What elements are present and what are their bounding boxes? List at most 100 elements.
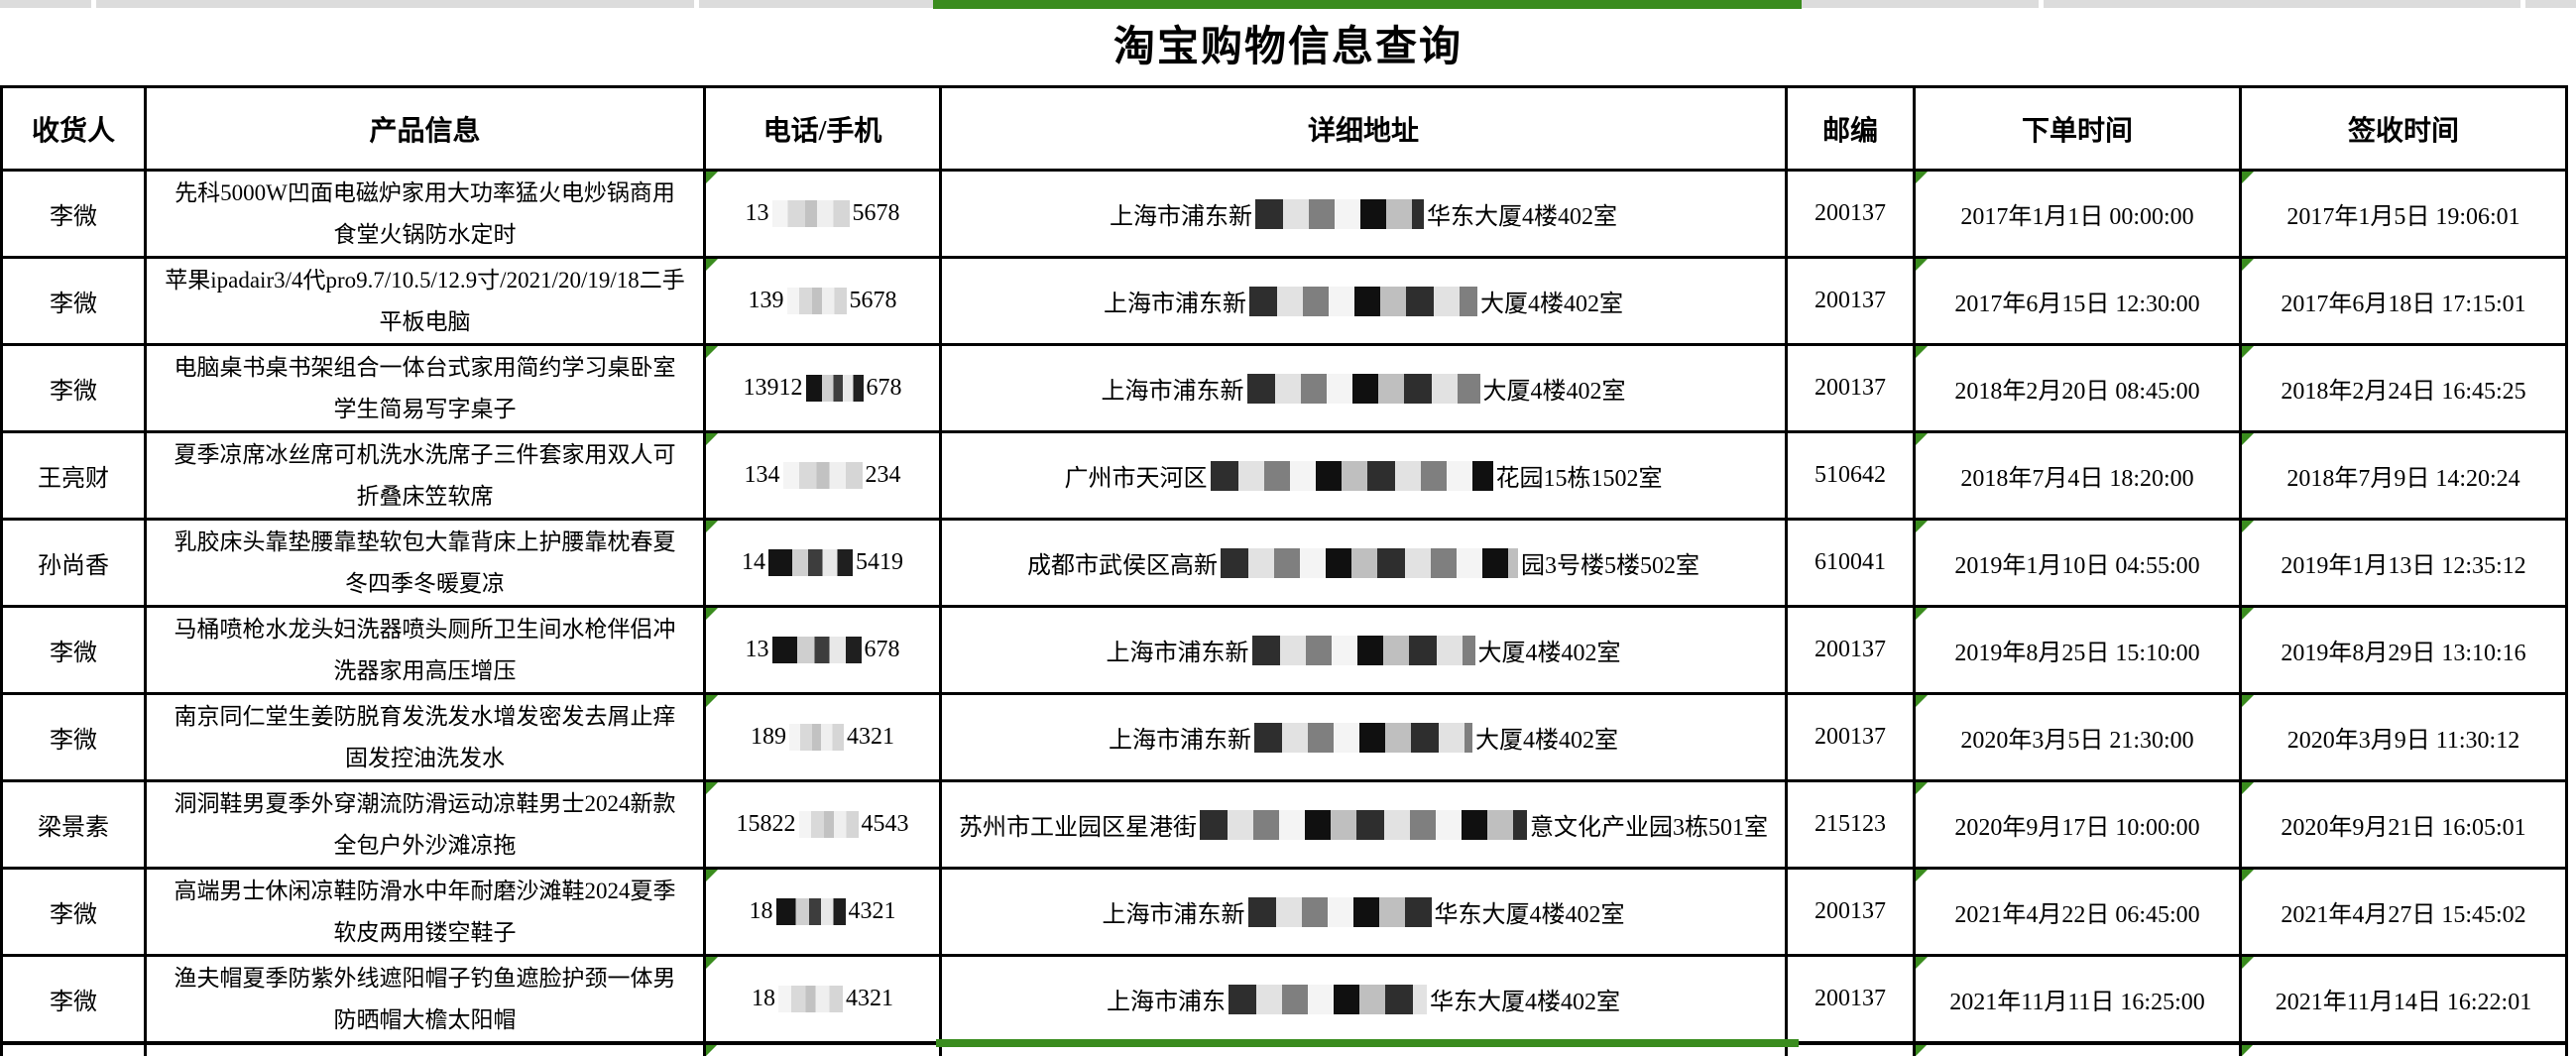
cell-sign-time[interactable]: 2019年8月29日 13:10:16 [2242,608,2568,692]
cell-phone[interactable]: 139 5678 [706,259,942,343]
cell-order-time[interactable]: 2021年4月22日 06:45:00 [1916,870,2242,954]
cell-partial[interactable] [1788,1044,1916,1056]
cell-zip[interactable]: 200137 [1788,870,1916,954]
green-triangle-icon [1916,1044,1928,1056]
cell-partial[interactable] [147,1044,706,1056]
cell-product[interactable]: 乳胶床头靠垫腰靠垫软包大靠背床上护腰靠枕春夏冬四季冬暖夏凉 [147,521,706,605]
cell-phone[interactable]: 189 4321 [706,695,942,779]
order-time-text: 2020年3月5日 21:30:00 [1960,728,2194,754]
cell-zip[interactable]: 215123 [1788,782,1916,867]
cell-product[interactable]: 渔夫帽夏季防紫外线遮阳帽子钓鱼遮脸护颈一体男防晒帽大檐太阳帽 [147,957,706,1041]
cell-partial[interactable] [2242,1044,2568,1056]
cell-product[interactable]: 洞洞鞋男夏季外穿潮流防滑运动凉鞋男士2024新款全包户外沙滩凉拖 [147,782,706,867]
cell-order-time[interactable]: 2021年11月11日 16:25:00 [1916,957,2242,1041]
cell-address[interactable]: 广州市天河区 花园15栋1502室 [942,433,1788,518]
cell-phone[interactable]: 18 4321 [706,957,942,1041]
phone-redaction-mosaic [786,288,847,314]
green-triangle-icon [1916,870,1928,881]
cell-product[interactable]: 高端男士休闲凉鞋防滑水中年耐磨沙滩鞋2024夏季软皮两用镂空鞋子 [147,870,706,954]
cell-zip[interactable]: 200137 [1788,695,1916,779]
recipient-text: 李微 [50,728,97,754]
cell-sign-time[interactable]: 2019年1月13日 12:35:12 [2242,521,2568,605]
cell-order-time[interactable]: 2020年9月17日 10:00:00 [1916,782,2242,867]
cell-phone[interactable]: 18 4321 [706,870,942,954]
address-redaction-mosaic [1247,896,1432,927]
cell-zip[interactable]: 200137 [1788,608,1916,692]
cell-sign-time[interactable]: 2021年4月27日 15:45:02 [2242,870,2568,954]
cell-phone[interactable]: 13 5678 [706,172,942,256]
cell-phone[interactable]: 15822 4543 [706,782,942,867]
cell-recipient[interactable]: 梁景素 [0,782,147,867]
cell-phone[interactable]: 14 5419 [706,521,942,605]
page-title[interactable]: 淘宝购物信息查询 [1112,25,1463,70]
cell-product[interactable]: 电脑桌书桌书架组合一体台式家用简约学习桌卧室学生简易写字桌子 [147,346,706,430]
cell-recipient[interactable]: 孙尚香 [0,521,147,605]
cell-address[interactable]: 上海市浦东新 华东大厦4楼402室 [942,172,1788,256]
header-sign-time[interactable]: 签收时间 [2242,88,2568,169]
cell-product[interactable]: 南京同仁堂生姜防脱育发洗发水增发密发去屑止痒固发控油洗发水 [147,695,706,779]
cell-product[interactable]: 夏季凉席冰丝席可机洗水洗席子三件套家用双人可折叠床笠软席 [147,433,706,518]
header-recipient[interactable]: 收货人 [0,88,147,169]
cell-sign-time[interactable]: 2018年2月24日 16:45:25 [2242,346,2568,430]
cell-order-time[interactable]: 2017年6月15日 12:30:00 [1916,259,2242,343]
address-redaction-mosaic [1251,635,1475,665]
cell-order-time[interactable]: 2020年3月5日 21:30:00 [1916,695,2242,779]
cell-product[interactable]: 先科5000W凹面电磁炉家用大功率猛火电炒锅商用食堂火锅防水定时 [147,172,706,256]
green-triangle-icon [706,172,718,183]
cell-address[interactable]: 上海市浦东新 华东大厦4楼402室 [942,870,1788,954]
cell-sign-time[interactable]: 2017年6月18日 17:15:01 [2242,259,2568,343]
cell-zip[interactable]: 200137 [1788,957,1916,1041]
cell-address[interactable]: 上海市浦东新 大厦4楼402室 [942,608,1788,692]
cell-sign-time[interactable]: 2017年1月5日 19:06:01 [2242,172,2568,256]
cell-product[interactable]: 苹果ipadair3/4代pro9.7/10.5/12.9寸/2021/20/1… [147,259,706,343]
cell-address[interactable]: 上海市浦东新 大厦4楼402室 [942,259,1788,343]
header-phone[interactable]: 电话/手机 [706,88,942,169]
cell-order-time[interactable]: 2018年2月20日 08:45:00 [1916,346,2242,430]
table-row: 李微 马桶喷枪水龙头妇洗器喷头厕所卫生间水枪伴侣冲洗器家用高压增压 13 678 … [0,608,2568,695]
header-product[interactable]: 产品信息 [147,88,706,169]
product-text: 高端男士休闲凉鞋防滑水中年耐磨沙滩鞋2024夏季软皮两用镂空鞋子 [174,878,676,945]
cell-sign-time[interactable]: 2020年9月21日 16:05:01 [2242,782,2568,867]
cell-zip[interactable]: 200137 [1788,346,1916,430]
cell-phone[interactable]: 13 678 [706,608,942,692]
header-order-time[interactable]: 下单时间 [1916,88,2242,169]
cell-recipient[interactable]: 李微 [0,695,147,779]
cell-zip[interactable]: 200137 [1788,259,1916,343]
cell-order-time[interactable]: 2019年8月25日 15:10:00 [1916,608,2242,692]
cell-phone[interactable]: 13912 678 [706,346,942,430]
table-row: 李微 渔夫帽夏季防紫外线遮阳帽子钓鱼遮脸护颈一体男防晒帽大檐太阳帽 18 4321… [0,957,2568,1044]
cell-recipient[interactable]: 李微 [0,870,147,954]
cell-partial[interactable] [706,1044,942,1056]
selected-column-highlight[interactable] [933,0,1802,9]
cell-sign-time[interactable]: 2018年7月9日 14:20:24 [2242,433,2568,518]
cell-recipient[interactable]: 李微 [0,346,147,430]
cell-sign-time[interactable]: 2021年11月14日 16:22:01 [2242,957,2568,1041]
cell-recipient[interactable]: 王亮财 [0,433,147,518]
header-address[interactable]: 详细地址 [942,88,1788,169]
cell-recipient[interactable]: 李微 [0,608,147,692]
cell-address[interactable]: 成都市武侯区高新 园3号楼5楼502室 [942,521,1788,605]
cell-order-time[interactable]: 2018年7月4日 18:20:00 [1916,433,2242,518]
cell-sign-time[interactable]: 2020年3月9日 11:30:12 [2242,695,2568,779]
cell-order-time[interactable]: 2019年1月10日 04:55:00 [1916,521,2242,605]
table-row: 梁景素 洞洞鞋男夏季外穿潮流防滑运动凉鞋男士2024新款全包户外沙滩凉拖 158… [0,782,2568,870]
cell-partial[interactable] [0,1044,147,1056]
cell-address[interactable]: 苏州市工业园区星港街 意文化产业园3栋501室 [942,782,1788,867]
cell-zip[interactable]: 200137 [1788,172,1916,256]
cell-address[interactable]: 上海市浦东新 大厦4楼402室 [942,346,1788,430]
cell-zip[interactable]: 610041 [1788,521,1916,605]
cell-address[interactable]: 上海市浦东新 大厦4楼402室 [942,695,1788,779]
header-zip[interactable]: 邮编 [1788,88,1916,169]
green-triangle-icon [706,782,718,794]
sign-time-text: 2020年3月9日 11:30:12 [2286,728,2520,754]
cell-address[interactable]: 上海市浦东 华东大厦4楼402室 [942,957,1788,1041]
cell-recipient[interactable]: 李微 [0,172,147,256]
cell-partial[interactable] [1916,1044,2242,1056]
cell-zip[interactable]: 510642 [1788,433,1916,518]
cell-recipient[interactable]: 李微 [0,957,147,1041]
cell-product[interactable]: 马桶喷枪水龙头妇洗器喷头厕所卫生间水枪伴侣冲洗器家用高压增压 [147,608,706,692]
cell-partial[interactable] [942,1044,1788,1056]
cell-recipient[interactable]: 李微 [0,259,147,343]
cell-phone[interactable]: 134 234 [706,433,942,518]
cell-order-time[interactable]: 2017年1月1日 00:00:00 [1916,172,2242,256]
